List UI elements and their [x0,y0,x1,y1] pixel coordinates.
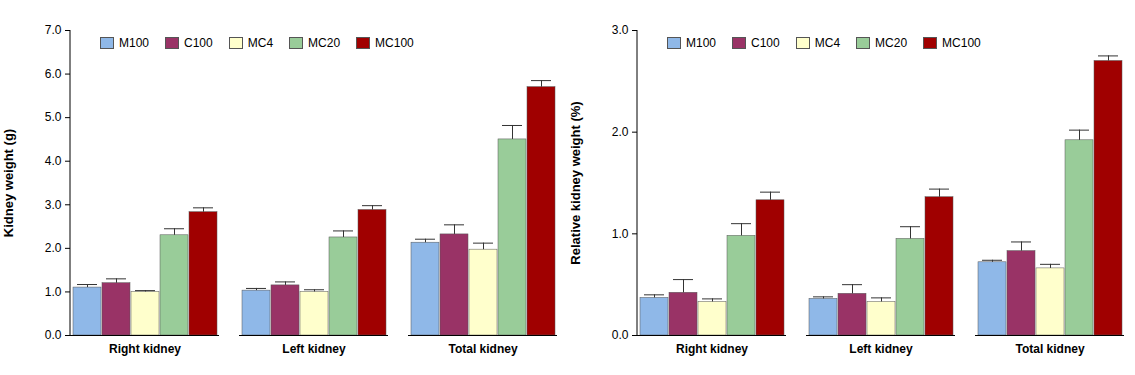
svg-text:2.0: 2.0 [45,241,62,255]
svg-text:Right kidney: Right kidney [109,342,181,356]
svg-text:0.0: 0.0 [612,328,629,342]
svg-text:1.0: 1.0 [612,227,629,241]
svg-text:Kidney weight (g): Kidney weight (g) [1,129,16,237]
svg-text:Left kidney: Left kidney [849,342,913,356]
svg-text:7.0: 7.0 [45,23,62,37]
svg-text:2.0: 2.0 [612,125,629,139]
svg-text:Right kidney: Right kidney [676,342,748,356]
html-text:M100: M100 [119,36,149,50]
svg-text:0.0: 0.0 [45,328,62,342]
svg-text:3.0: 3.0 [45,198,62,212]
svg-text:6.0: 6.0 [45,67,62,81]
svg-text:5.0: 5.0 [45,110,62,124]
html-text:MC20: MC20 [308,36,341,50]
svg-text:Left kidney: Left kidney [282,342,346,356]
svg-text:3.0: 3.0 [612,23,629,37]
html-text:MC4: MC4 [247,36,274,50]
html-text:M100: M100 [686,36,716,50]
svg-text:4.0: 4.0 [45,154,62,168]
html-text:C100: C100 [751,36,780,50]
html-text:MC20: MC20 [875,36,908,50]
html-text:MC100: MC100 [942,36,981,50]
svg-text:Relative kidney weight (%): Relative kidney weight (%) [568,101,583,264]
svg-text:Total kidney: Total kidney [1015,342,1084,356]
svg-text:1.0: 1.0 [45,285,62,299]
svg-text:Total kidney: Total kidney [448,342,517,356]
html-text:MC4: MC4 [814,36,841,50]
html-text:MC100: MC100 [375,36,414,50]
html-text:C100: C100 [184,36,213,50]
